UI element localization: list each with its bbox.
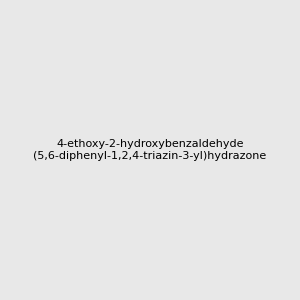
Text: 4-ethoxy-2-hydroxybenzaldehyde (5,6-diphenyl-1,2,4-triazin-3-yl)hydrazone: 4-ethoxy-2-hydroxybenzaldehyde (5,6-diph… bbox=[33, 139, 267, 161]
